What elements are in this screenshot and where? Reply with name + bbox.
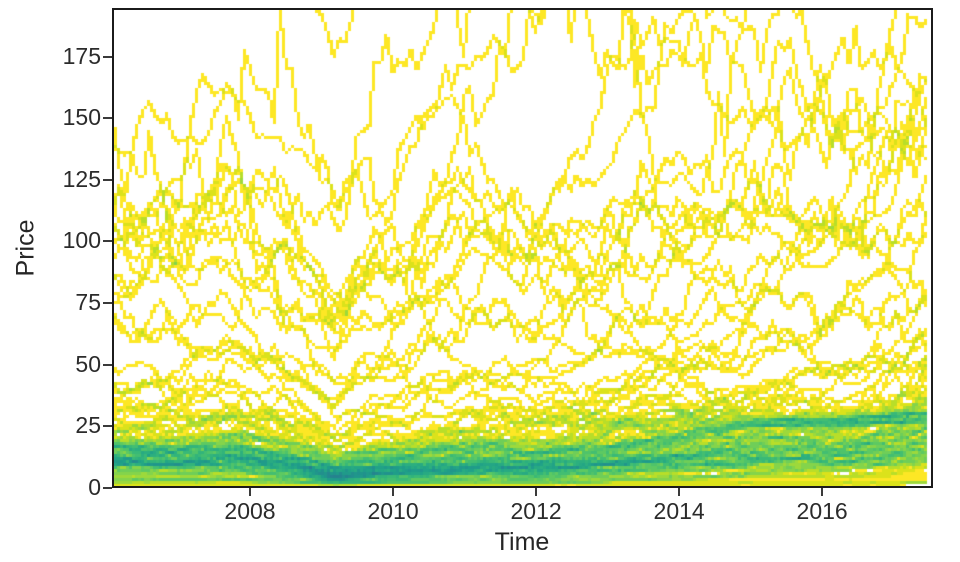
y-tick-mark	[103, 425, 112, 428]
y-tick-label: 25	[75, 412, 101, 439]
y-tick-label: 50	[75, 350, 101, 377]
x-tick-label: 2012	[510, 498, 562, 524]
x-tick-mark	[392, 488, 395, 496]
y-tick-label: 125	[62, 165, 101, 192]
y-tick-mark	[103, 363, 112, 366]
y-tick-label: 0	[88, 473, 101, 500]
dense-line-plot-canvas	[114, 10, 931, 486]
x-tick-mark	[249, 488, 252, 496]
y-tick-mark	[103, 117, 112, 120]
x-tick-mark	[678, 488, 681, 496]
x-tick-mark	[821, 488, 824, 496]
y-tick-label: 175	[62, 42, 101, 69]
y-tick-label: 75	[75, 289, 101, 316]
y-tick-mark	[103, 240, 112, 243]
y-axis-label: Price	[11, 219, 40, 277]
x-tick-label: 2010	[367, 498, 419, 524]
x-tick-label: 2008	[224, 498, 276, 524]
y-tick-mark	[103, 55, 112, 58]
y-tick-mark	[103, 302, 112, 305]
x-tick-label: 2016	[796, 498, 848, 524]
plot-area	[112, 8, 933, 488]
y-tick-mark	[103, 178, 112, 181]
y-tick-label: 150	[62, 104, 101, 131]
y-tick-label: 100	[62, 227, 101, 254]
x-tick-label: 2014	[653, 498, 705, 524]
x-axis-label: Time	[494, 528, 550, 556]
y-tick-mark	[103, 487, 112, 489]
x-tick-mark	[535, 488, 538, 496]
